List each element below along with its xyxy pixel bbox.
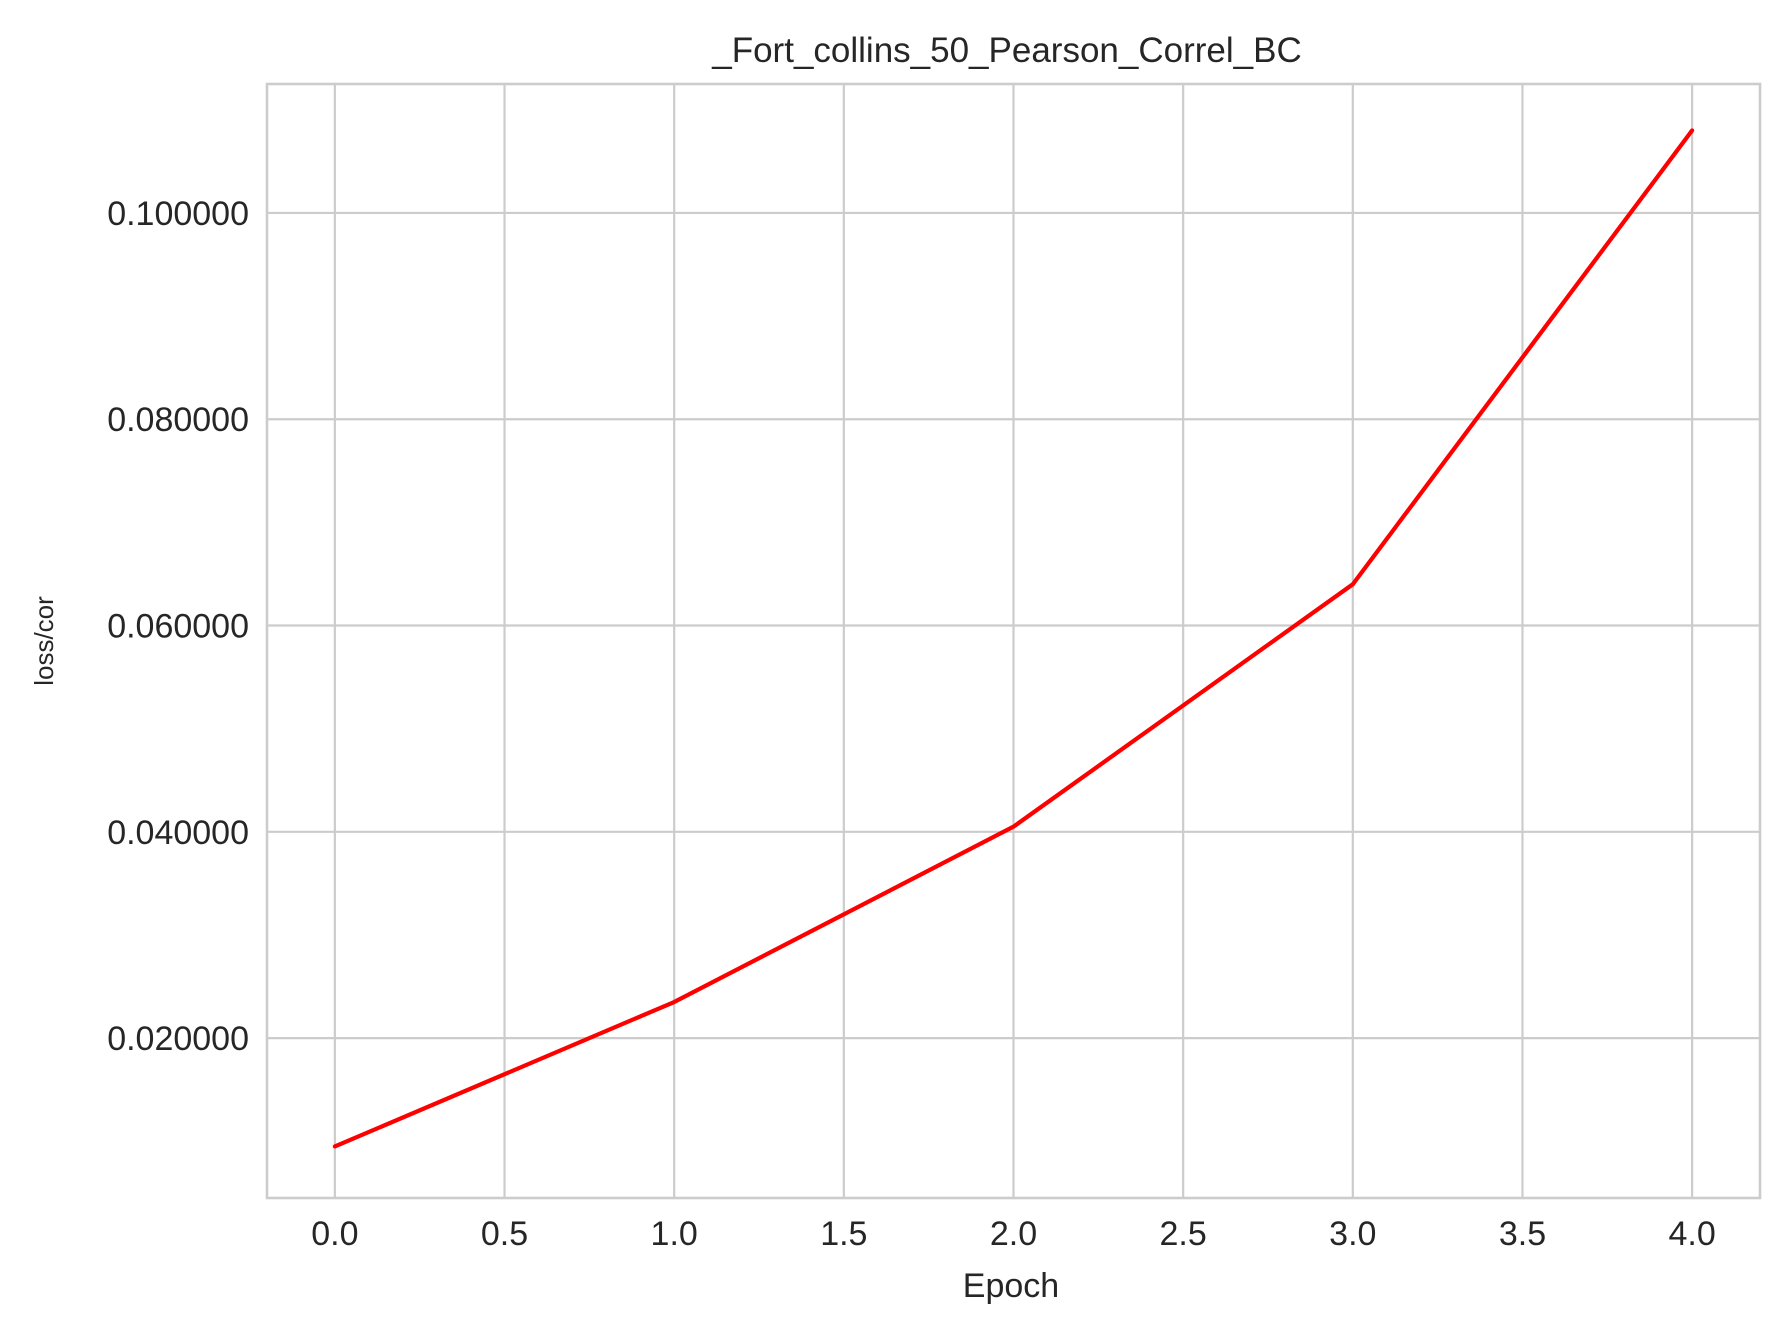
- x-tick-label: 2.5: [1160, 1215, 1207, 1253]
- x-tick-label: 0.0: [311, 1215, 358, 1253]
- x-tick-label: 4.0: [1669, 1215, 1716, 1253]
- x-tick-label: 0.5: [481, 1215, 528, 1253]
- x-axis-label: Epoch: [963, 1267, 1059, 1305]
- chart-title: _Fort_collins_50_Pearson_Correl_BC: [711, 31, 1301, 70]
- y-tick-label: 0.020000: [107, 1020, 249, 1058]
- series-layer: [332, 128, 1695, 1149]
- x-tick-labels: 0.0 0.5 1.0 1.5 2.0 2.5 3.0 3.5 4.0: [311, 1215, 1716, 1253]
- x-gridlines: [333, 84, 1694, 1198]
- x-tick-label: 3.0: [1329, 1215, 1376, 1253]
- y-axis-label: loss/cor: [29, 596, 59, 686]
- x-tick-label: 1.0: [651, 1215, 698, 1253]
- y-tick-label: 0.100000: [107, 195, 249, 233]
- y-tick-labels: 0.020000 0.040000 0.060000 0.080000 0.100000: [107, 195, 249, 1058]
- x-tick-label: 2.0: [990, 1215, 1037, 1253]
- x-tick-label: 1.5: [820, 1215, 867, 1253]
- y-tick-label: 0.040000: [107, 814, 249, 852]
- y-tick-label: 0.060000: [107, 608, 249, 646]
- x-tick-label: 3.5: [1499, 1215, 1546, 1253]
- plot-frame: [265, 82, 1762, 1200]
- y-tick-label: 0.080000: [107, 401, 249, 439]
